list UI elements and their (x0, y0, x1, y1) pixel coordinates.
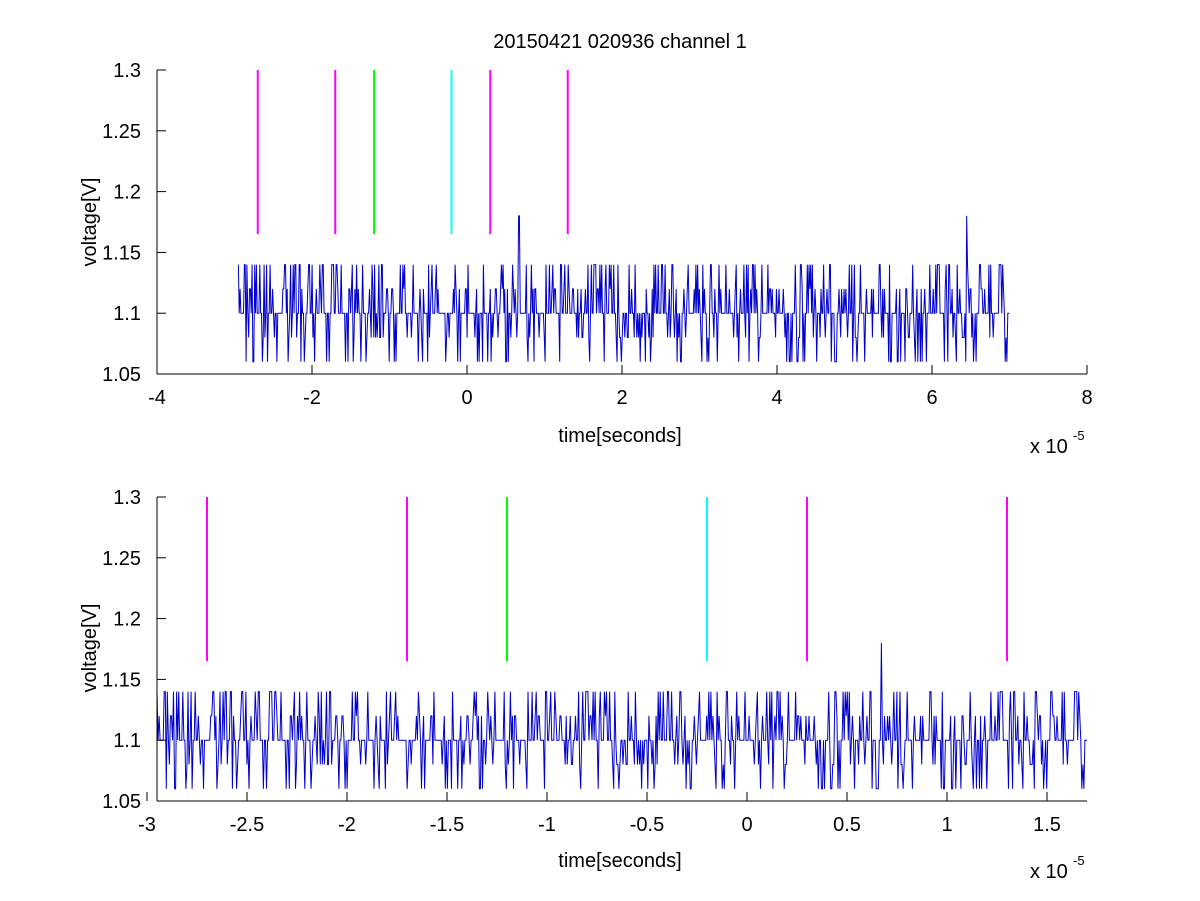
x-tick-label: 8 (1081, 387, 1092, 409)
x-tick-label: 0 (741, 814, 752, 836)
x-exponent-value: -5 (1073, 428, 1085, 443)
x-axis-label: time[seconds] (558, 850, 681, 872)
x-tick-label: -3 (138, 814, 156, 836)
y-tick-label: 1.25 (102, 548, 141, 570)
x-axis-label: time[seconds] (558, 425, 681, 447)
x-tick-label: 1.5 (1033, 814, 1061, 836)
y-axis-label: voltage[V] (79, 604, 101, 693)
signal-trace (237, 215, 1010, 363)
x-tick-label: -2 (303, 387, 321, 409)
signal-trace (157, 642, 1087, 790)
x-tick-label: 6 (926, 387, 937, 409)
x-tick-label: -2 (338, 814, 356, 836)
y-tick-label: 1.3 (113, 487, 141, 509)
x-exponent-label: x 10 (1030, 436, 1068, 458)
x-tick-label: 0 (461, 387, 472, 409)
x-tick-label: 2 (616, 387, 627, 409)
y-tick-label: 1.15 (102, 242, 141, 264)
y-tick-label: 1.1 (113, 303, 141, 325)
y-tick-label: 1.25 (102, 121, 141, 143)
y-tick-label: 1.15 (102, 669, 141, 691)
plot-panel-bottom: -3 -2.5 -2 -1.5 -1 -0.5 0 0.5 1 1.5 1.05 1.1 1.15 1.2… (79, 487, 1087, 883)
y-tick-label: 1.3 (113, 60, 141, 82)
x-tick-label: -4 (148, 387, 166, 409)
y-axis-label: voltage[V] (79, 178, 101, 267)
x-tick-label: 4 (771, 387, 782, 409)
x-exponent-label: x 10 (1030, 861, 1068, 883)
x-tick-label: 0.5 (833, 814, 861, 836)
x-tick-label: -1.5 (430, 814, 464, 836)
x-exponent-value: -5 (1073, 853, 1085, 868)
y-tick-label: 1.05 (102, 791, 141, 813)
y-tick-label: 1.2 (113, 609, 141, 631)
plot-panel-top: -4 -2 0 2 4 6 8 1.05 1.1 1.15 1.2 1.25 1.3 time[seco… (79, 60, 1093, 458)
y-tick-label: 1.2 (113, 182, 141, 204)
y-tick-label: 1.05 (102, 364, 141, 386)
x-tick-label: -2.5 (230, 814, 264, 836)
x-tick-label: -0.5 (630, 814, 664, 836)
x-tick-label: -1 (538, 814, 556, 836)
y-tick-label: 1.1 (113, 730, 141, 752)
x-tick-label: 1 (941, 814, 952, 836)
figure-title: 20150421 020936 channel 1 (493, 31, 747, 53)
